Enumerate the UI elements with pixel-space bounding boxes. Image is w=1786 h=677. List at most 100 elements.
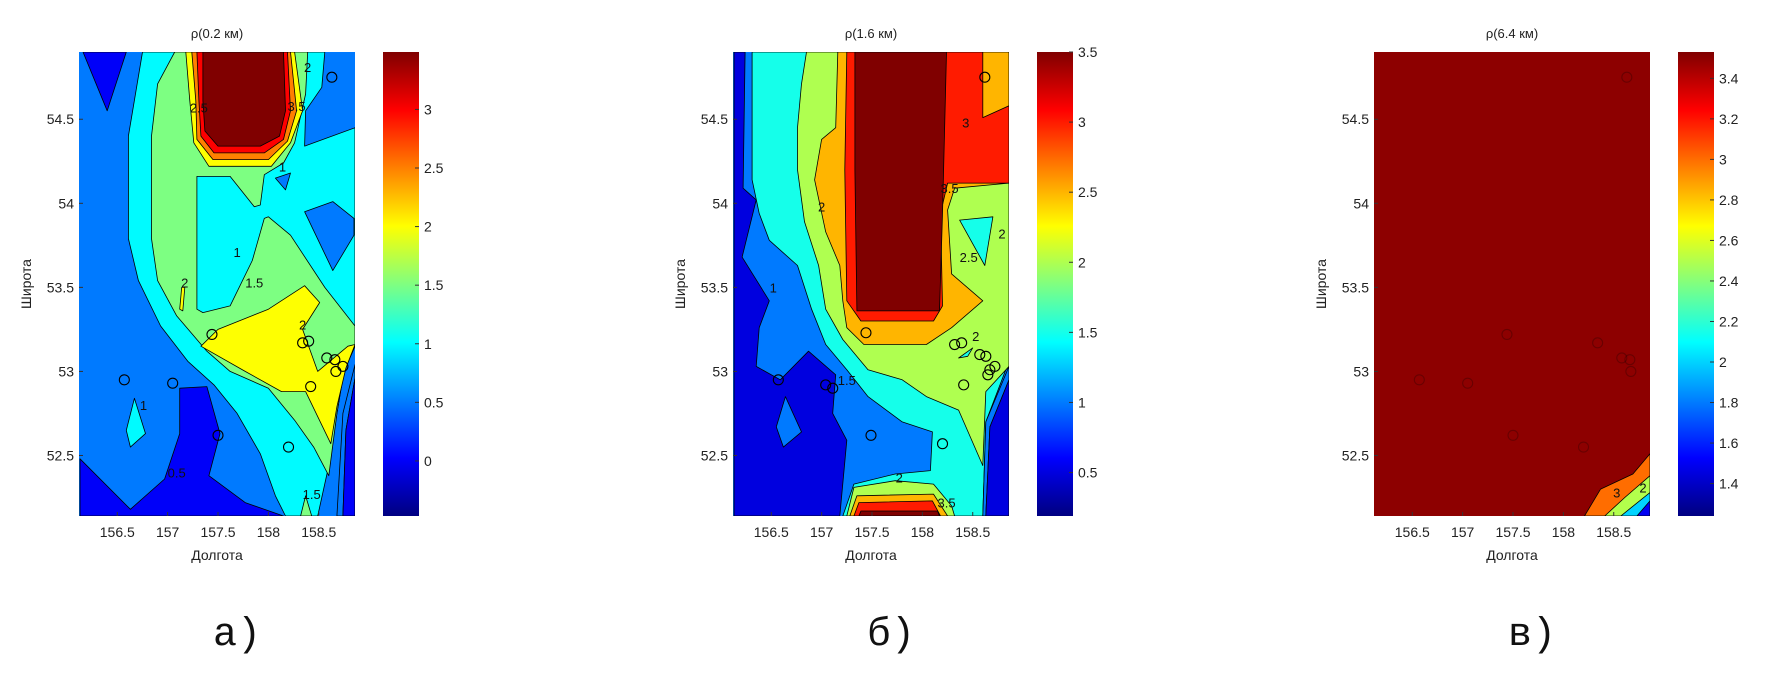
contour-region (958, 347, 974, 359)
contour-label: 2 (818, 200, 825, 215)
contour-region (202, 52, 286, 147)
colorbar-tick-label: 2 (1719, 354, 1727, 370)
y-tick-label: 53 (1353, 363, 1369, 379)
x-axis-label: Долгота (1486, 547, 1538, 563)
contour-region (775, 396, 802, 448)
station-marker (827, 382, 839, 394)
colorbar-tick-label: 3.5 (1078, 44, 1098, 60)
x-tick-label: 157 (156, 524, 180, 540)
contour-label: 2.5 (190, 100, 208, 115)
station-marker (1462, 377, 1474, 389)
contour-region (304, 201, 355, 272)
y-tick-label: 53.5 (701, 279, 728, 295)
station-marker (1621, 71, 1633, 83)
x-axis-label: Долгота (191, 547, 243, 563)
contour-label: 3.5 (938, 496, 956, 511)
station-marker (958, 379, 970, 391)
panel-title: ρ(0.2 км) (191, 26, 243, 41)
x-tick-label: 158.5 (955, 524, 990, 540)
y-tick-label: 53 (712, 363, 728, 379)
contour-label: 2 (1639, 480, 1646, 495)
y-tick-label: 54 (1353, 195, 1369, 211)
colorbar-tick-label: 2 (1078, 254, 1086, 270)
contour-label: 1.5 (245, 275, 263, 290)
station-marker (321, 352, 333, 364)
station-marker (865, 429, 877, 441)
y-tick-label: 54.5 (47, 111, 74, 127)
station-marker (206, 328, 218, 340)
station-marker (305, 381, 317, 393)
contour-map: 3 3.5 2 2.5 2 1 2 1.5 2 3.5 (733, 52, 1009, 516)
contour-label: 3.5 (941, 181, 959, 196)
station-marker (949, 338, 961, 351)
panel-title: ρ(1.6 км) (845, 26, 897, 41)
contour-region (125, 397, 146, 448)
contour-label: 3 (962, 116, 969, 131)
station-marker (989, 360, 1001, 372)
panel-title: ρ(6.4 км) (1486, 26, 1538, 41)
x-tick-label: 156.5 (100, 524, 135, 540)
x-axis-label: Долгота (845, 547, 897, 563)
contour-label: 2 (998, 227, 1005, 242)
station-marker (1616, 352, 1628, 364)
y-tick-label: 52.5 (1342, 447, 1369, 463)
colorbar-tick-label: 1.5 (424, 277, 444, 293)
colorbar-tick-label: 0 (424, 453, 432, 469)
y-tick-label: 53.5 (47, 279, 74, 295)
colorbar-tick-label: 2.5 (1078, 184, 1098, 200)
colorbar-tick-label: 1.5 (1078, 324, 1098, 340)
panel-caption: а) (213, 613, 261, 658)
station-marker (982, 369, 994, 381)
panel-caption: в) (1508, 613, 1556, 658)
colorbar-tick-label: 3 (1719, 151, 1727, 167)
station-marker (974, 349, 986, 361)
colorbar-tick-label: 2.6 (1719, 232, 1739, 248)
x-tick-label: 158 (1552, 524, 1576, 540)
contour-label: 1.5 (303, 487, 321, 502)
contour-region (274, 172, 291, 191)
colorbar-tick-label: 2.5 (424, 160, 444, 176)
contour-label: 2 (299, 317, 306, 332)
station-marker (330, 365, 342, 377)
station-marker (212, 429, 224, 441)
colorbar-tick-label: 1 (424, 336, 432, 352)
station-marker (1625, 365, 1637, 377)
station-marker (1501, 328, 1513, 340)
contour-label: 2 (304, 60, 311, 75)
colorbar-tick-label: 1.8 (1719, 395, 1739, 411)
contour-region (79, 386, 284, 516)
contour-label: 1.5 (838, 373, 856, 388)
colorbar-tick-label: 0.5 (424, 394, 444, 410)
station-marker (860, 327, 872, 339)
station-marker (956, 337, 968, 349)
colorbar-tick-label: 3.2 (1719, 111, 1739, 127)
station-marker (1507, 429, 1519, 441)
station-marker (303, 335, 315, 347)
y-tick-label: 53.5 (1342, 279, 1369, 295)
contour-label: 2 (972, 329, 979, 344)
station-marker (820, 379, 832, 391)
y-tick-label: 54.5 (701, 111, 728, 127)
x-tick-label: 157.5 (200, 524, 235, 540)
x-tick-label: 156.5 (1395, 524, 1430, 540)
colorbar-tick-label: 2.2 (1719, 313, 1739, 329)
colorbar-tick-label: 2 (424, 219, 432, 235)
station-marker (1413, 374, 1425, 386)
contour-region (82, 52, 127, 112)
colorbar (383, 52, 419, 516)
y-tick-label: 53 (58, 363, 74, 379)
x-tick-label: 157.5 (854, 524, 889, 540)
y-tick-label: 52.5 (701, 447, 728, 463)
y-axis-label: Широта (18, 259, 34, 309)
x-tick-label: 157.5 (1495, 524, 1530, 540)
x-tick-label: 158.5 (301, 524, 336, 540)
map-background (1374, 52, 1650, 516)
x-tick-label: 158.5 (1596, 524, 1631, 540)
x-tick-label: 157 (1451, 524, 1475, 540)
x-tick-label: 158 (911, 524, 935, 540)
station-marker (329, 354, 341, 366)
station-marker (1592, 337, 1604, 349)
x-tick-label: 156.5 (754, 524, 789, 540)
colorbar-tick-label: 0.5 (1078, 465, 1098, 481)
